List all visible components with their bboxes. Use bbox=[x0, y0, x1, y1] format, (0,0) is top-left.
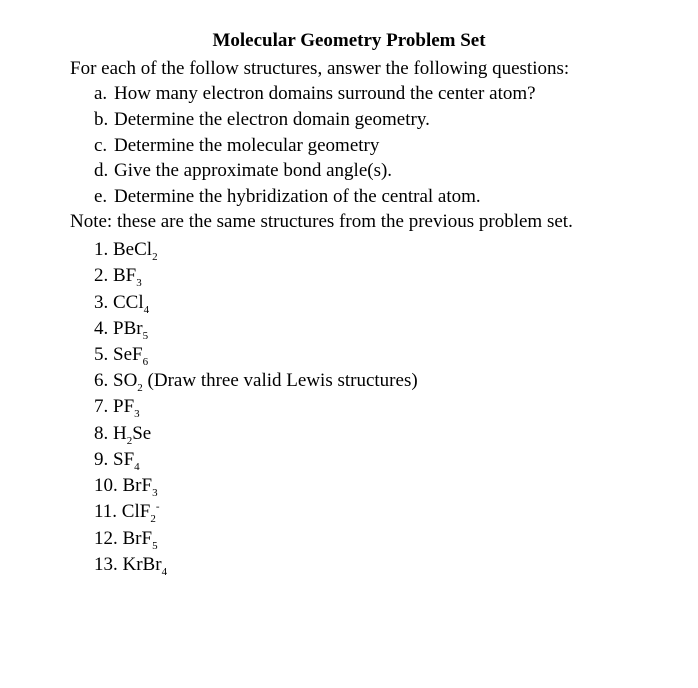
list-item: 10. BrF3 bbox=[94, 473, 628, 499]
list-item: 4. PBr5 bbox=[94, 316, 628, 342]
item-extra: (Draw three valid Lewis structures) bbox=[143, 370, 418, 391]
item-number: 4. bbox=[94, 318, 113, 339]
item-formula: SF bbox=[113, 449, 134, 470]
subitem-marker: c. bbox=[94, 133, 114, 159]
item-number: 6. bbox=[94, 370, 113, 391]
item-formula: SO bbox=[113, 370, 137, 391]
item-formula: SeF bbox=[113, 344, 143, 365]
list-item: 7. PF3 bbox=[94, 394, 628, 420]
subitem-marker: d. bbox=[94, 158, 114, 184]
item-number: 10. bbox=[94, 475, 123, 496]
item-formula: CCl bbox=[113, 292, 144, 313]
item-subscript: 4 bbox=[134, 461, 140, 473]
item-formula: PBr bbox=[113, 318, 143, 339]
item-subscript: 6 bbox=[143, 356, 149, 368]
subitem-c: c. Determine the molecular geometry bbox=[94, 133, 628, 159]
item-subscript: 5 bbox=[152, 539, 158, 551]
list-item: 11. ClF2- bbox=[94, 499, 628, 525]
item-number: 2. bbox=[94, 265, 113, 286]
subitem-text: Give the approximate bond angle(s). bbox=[114, 158, 392, 184]
subitem-text: Determine the molecular geometry bbox=[114, 133, 379, 159]
subitem-text: Determine the electron domain geometry. bbox=[114, 107, 430, 133]
item-number: 12. bbox=[94, 528, 123, 549]
item-subscript: 4 bbox=[144, 303, 150, 315]
item-number: 3. bbox=[94, 292, 113, 313]
subitem-marker: a. bbox=[94, 81, 114, 107]
item-subscript: 4 bbox=[162, 566, 168, 578]
list-item: 2. BF3 bbox=[94, 263, 628, 289]
item-number: 9. bbox=[94, 449, 113, 470]
item-pre: H bbox=[113, 423, 127, 444]
item-subscript: 2 bbox=[152, 251, 158, 263]
list-item: 1. BeCl2 bbox=[94, 237, 628, 263]
list-item: 8. H2Se bbox=[94, 421, 628, 447]
item-subscript: 3 bbox=[136, 277, 142, 289]
item-subscript: 2 bbox=[150, 513, 156, 525]
subitem-text: How many electron domains surround the c… bbox=[114, 81, 536, 107]
subitem-d: d. Give the approximate bond angle(s). bbox=[94, 158, 628, 184]
subitem-marker: e. bbox=[94, 184, 114, 210]
list-item: 6. SO2 (Draw three valid Lewis structure… bbox=[94, 368, 628, 394]
item-number: 11. bbox=[94, 501, 122, 522]
item-formula: BrF bbox=[123, 475, 153, 496]
item-superscript: - bbox=[156, 501, 160, 513]
item-formula: BF bbox=[113, 265, 136, 286]
item-number: 8. bbox=[94, 423, 113, 444]
item-formula: BeCl bbox=[113, 239, 152, 260]
item-subscript: 3 bbox=[152, 487, 158, 499]
item-formula: BrF bbox=[123, 528, 153, 549]
subitem-e: e. Determine the hybridization of the ce… bbox=[94, 184, 628, 210]
item-subscript: 5 bbox=[143, 330, 149, 342]
structure-list: 1. BeCl2 2. BF3 3. CCl4 4. PBr5 5. SeF6 … bbox=[70, 237, 628, 578]
subitem-a: a. How many electron domains surround th… bbox=[94, 81, 628, 107]
item-subscript: 3 bbox=[134, 408, 140, 420]
item-number: 7. bbox=[94, 396, 113, 417]
item-formula: ClF bbox=[122, 501, 151, 522]
item-number: 13. bbox=[94, 554, 123, 575]
subitem-text: Determine the hybridization of the centr… bbox=[114, 184, 481, 210]
item-number: 1. bbox=[94, 239, 113, 260]
item-formula: PF bbox=[113, 396, 134, 417]
question-sublist: a. How many electron domains surround th… bbox=[70, 81, 628, 209]
note-text: Note: these are the same structures from… bbox=[70, 209, 628, 235]
page-title: Molecular Geometry Problem Set bbox=[70, 28, 628, 54]
list-item: 5. SeF6 bbox=[94, 342, 628, 368]
subitem-b: b. Determine the electron domain geometr… bbox=[94, 107, 628, 133]
item-formula: Se bbox=[132, 423, 151, 444]
item-formula: KrBr bbox=[123, 554, 162, 575]
item-number: 5. bbox=[94, 344, 113, 365]
intro-text: For each of the follow structures, answe… bbox=[70, 56, 628, 82]
subitem-marker: b. bbox=[94, 107, 114, 133]
list-item: 3. CCl4 bbox=[94, 290, 628, 316]
list-item: 12. BrF5 bbox=[94, 526, 628, 552]
list-item: 13. KrBr4 bbox=[94, 552, 628, 578]
list-item: 9. SF4 bbox=[94, 447, 628, 473]
